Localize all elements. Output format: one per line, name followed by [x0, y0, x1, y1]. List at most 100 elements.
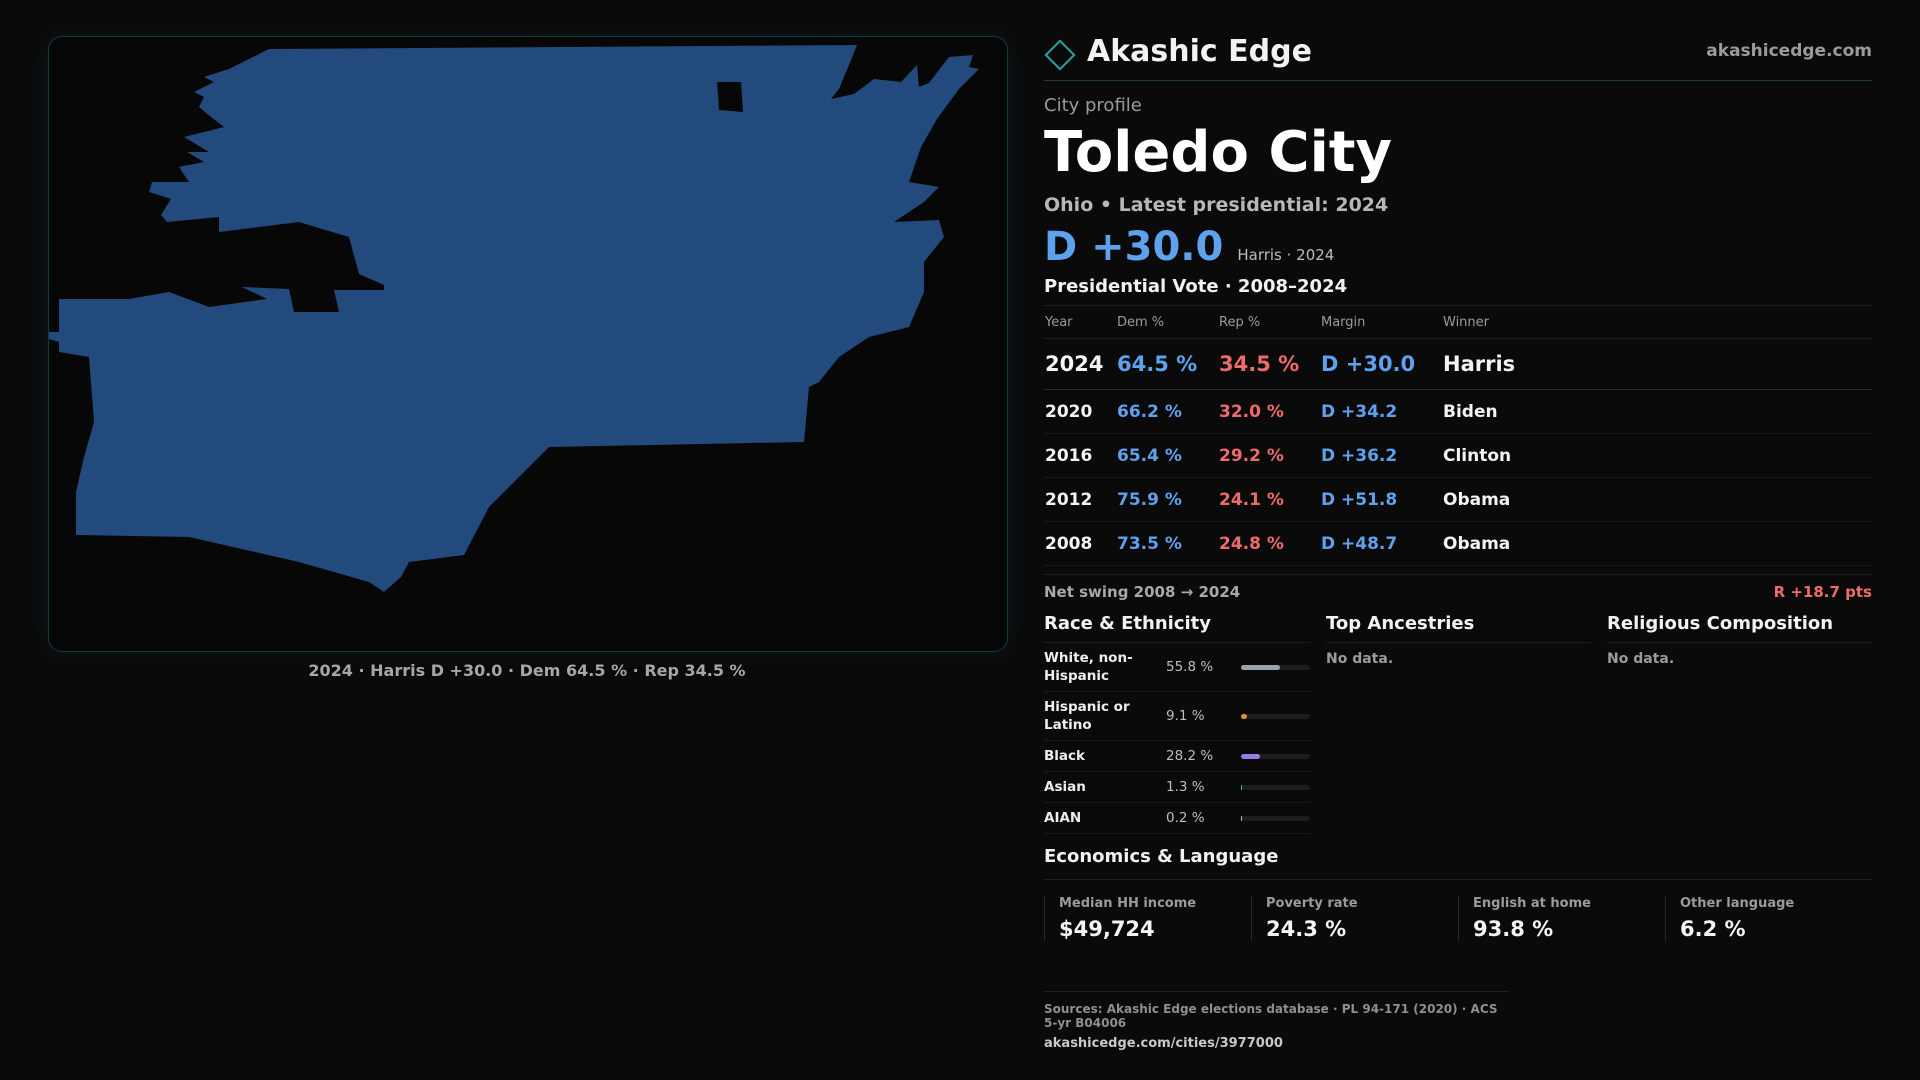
- race-bar: [1241, 784, 1310, 790]
- cell-rep: 32.0 %: [1218, 389, 1320, 434]
- race-pct: 9.1 %: [1166, 708, 1205, 724]
- profile-kicker: City profile: [1044, 95, 1142, 116]
- diamond-logo-icon: [1044, 39, 1076, 71]
- race-label: AIAN: [1044, 810, 1082, 826]
- list-item: Black 28.2 %: [1044, 741, 1310, 772]
- ancestries-section: Top Ancestries No data.: [1326, 613, 1591, 834]
- headline-result: D +30.0 Harris · 2024: [1044, 224, 1872, 270]
- race-section: Race & Ethnicity White, non-Hispanic 55.…: [1044, 613, 1310, 834]
- race-bar-fill: [1241, 664, 1280, 670]
- city-boundary-map: [48, 36, 1008, 652]
- cell-margin: D +51.8: [1320, 477, 1442, 522]
- brand-name: Akashic Edge: [1087, 33, 1312, 69]
- cell-dem: 66.2 %: [1116, 389, 1218, 434]
- cell-year: 2024: [1044, 338, 1116, 390]
- race-bar-fill: [1241, 784, 1243, 790]
- race-label: White, non-Hispanic: [1044, 650, 1133, 684]
- race-bar: [1241, 664, 1310, 670]
- stat-label: Median HH income: [1059, 896, 1197, 911]
- cell-dem: 75.9 %: [1116, 477, 1218, 522]
- race-label: Black: [1044, 748, 1086, 764]
- stat-card: English at home 93.8 %: [1458, 896, 1665, 941]
- cell-winner: Obama: [1442, 477, 1872, 522]
- cell-rep: 24.8 %: [1218, 521, 1320, 566]
- religion-section-title: Religious Composition: [1607, 613, 1872, 643]
- list-item: AIAN 0.2 %: [1044, 803, 1310, 834]
- race-pct: 0.2 %: [1166, 810, 1205, 826]
- race-bar: [1241, 753, 1310, 759]
- city-boundary-shape: [49, 45, 979, 592]
- table-row: 2024 64.5 % 34.5 % D +30.0 Harris: [1044, 338, 1872, 390]
- cell-margin: D +36.2: [1320, 433, 1442, 478]
- header-year: Year: [1044, 306, 1116, 339]
- city-boundary-svg: [49, 45, 979, 592]
- race-bar-fill: [1241, 753, 1261, 759]
- cell-margin: D +48.7: [1320, 521, 1442, 566]
- stat-label: English at home: [1473, 896, 1591, 911]
- race-bar-fill: [1241, 815, 1243, 821]
- ancestries-section-title: Top Ancestries: [1326, 613, 1591, 643]
- list-item: Hispanic or Latino 9.1 %: [1044, 692, 1310, 741]
- brand-url-link[interactable]: akashicedge.com: [1706, 41, 1872, 61]
- cell-winner: Clinton: [1442, 433, 1872, 478]
- religion-empty: No data.: [1607, 651, 1675, 667]
- stat-card: Poverty rate 24.3 %: [1251, 896, 1458, 941]
- cell-year: 2012: [1044, 477, 1116, 522]
- stat-value: 6.2 %: [1680, 917, 1746, 941]
- net-swing-label: Net swing 2008 → 2024: [1044, 583, 1241, 601]
- cell-margin: D +30.0: [1320, 338, 1442, 390]
- table-row: 2016 65.4 % 29.2 % D +36.2 Clinton: [1044, 433, 1872, 478]
- race-bar: [1241, 815, 1310, 821]
- footer: Sources: Akashic Edge elections database…: [1044, 991, 1509, 1051]
- cell-rep: 24.1 %: [1218, 477, 1320, 522]
- stat-value: 93.8 %: [1473, 917, 1554, 941]
- race-bar-fill: [1241, 713, 1248, 719]
- race-label: Asian: [1044, 779, 1086, 795]
- economics-section-title: Economics & Language: [1044, 846, 1872, 880]
- stat-card: Other language 6.2 %: [1665, 896, 1872, 941]
- race-pct: 1.3 %: [1166, 779, 1205, 795]
- demographics-columns: Race & Ethnicity White, non-Hispanic 55.…: [1044, 613, 1872, 834]
- race-list: White, non-Hispanic 55.8 % Hispanic or L…: [1044, 643, 1310, 834]
- cell-dem: 64.5 %: [1116, 338, 1218, 390]
- economics-stats: Median HH income $49,724 Poverty rate 24…: [1044, 896, 1872, 941]
- cell-year: 2008: [1044, 521, 1116, 566]
- cell-winner: Obama: [1442, 521, 1872, 566]
- net-swing: Net swing 2008 → 2024 R +18.7 pts: [1044, 574, 1872, 601]
- footer-url-link[interactable]: akashicedge.com/cities/3977000: [1044, 1036, 1283, 1051]
- table-row: 2008 73.5 % 24.8 % D +48.7 Obama: [1044, 521, 1872, 566]
- cell-dem: 65.4 %: [1116, 433, 1218, 478]
- profile-panel: Akashic Edge akashicedge.com City profil…: [1044, 30, 1872, 1051]
- ancestries-empty: No data.: [1326, 651, 1394, 667]
- list-item: White, non-Hispanic 55.8 %: [1044, 643, 1310, 692]
- cell-rep: 34.5 %: [1218, 338, 1320, 390]
- header-dem: Dem %: [1116, 306, 1218, 339]
- cell-year: 2020: [1044, 389, 1116, 434]
- footer-sources: Sources: Akashic Edge elections database…: [1044, 1002, 1498, 1030]
- race-pct: 55.8 %: [1166, 659, 1214, 675]
- race-label: Hispanic or Latino: [1044, 699, 1130, 733]
- religion-section: Religious Composition No data.: [1607, 613, 1872, 834]
- net-swing-value: R +18.7 pts: [1773, 583, 1872, 601]
- brand[interactable]: Akashic Edge: [1044, 33, 1312, 71]
- cell-winner: Harris: [1442, 338, 1872, 390]
- page-title: Toledo City: [1044, 120, 1393, 185]
- map-caption: 2024 · Harris D +30.0 · Dem 64.5 % · Rep…: [308, 661, 746, 680]
- cell-margin: D +34.2: [1320, 389, 1442, 434]
- header-rep: Rep %: [1218, 306, 1320, 339]
- vote-table-header: Year Dem % Rep % Margin Winner: [1044, 306, 1872, 339]
- profile-subtitle: Ohio • Latest presidential: 2024: [1044, 194, 1389, 216]
- stat-value: $49,724: [1059, 917, 1155, 941]
- stat-card: Median HH income $49,724: [1044, 896, 1251, 941]
- race-bar: [1241, 713, 1310, 719]
- stat-label: Other language: [1680, 896, 1795, 911]
- cell-year: 2016: [1044, 433, 1116, 478]
- vote-table: Year Dem % Rep % Margin Winner 2024 64.5…: [1044, 306, 1872, 566]
- table-row: 2012 75.9 % 24.1 % D +51.8 Obama: [1044, 477, 1872, 522]
- stat-value: 24.3 %: [1266, 917, 1347, 941]
- header-margin: Margin: [1320, 306, 1442, 339]
- cell-winner: Biden: [1442, 389, 1872, 434]
- cell-dem: 73.5 %: [1116, 521, 1218, 566]
- vote-section-title: Presidential Vote · 2008–2024: [1044, 276, 1872, 306]
- brand-header: Akashic Edge akashicedge.com: [1044, 30, 1872, 81]
